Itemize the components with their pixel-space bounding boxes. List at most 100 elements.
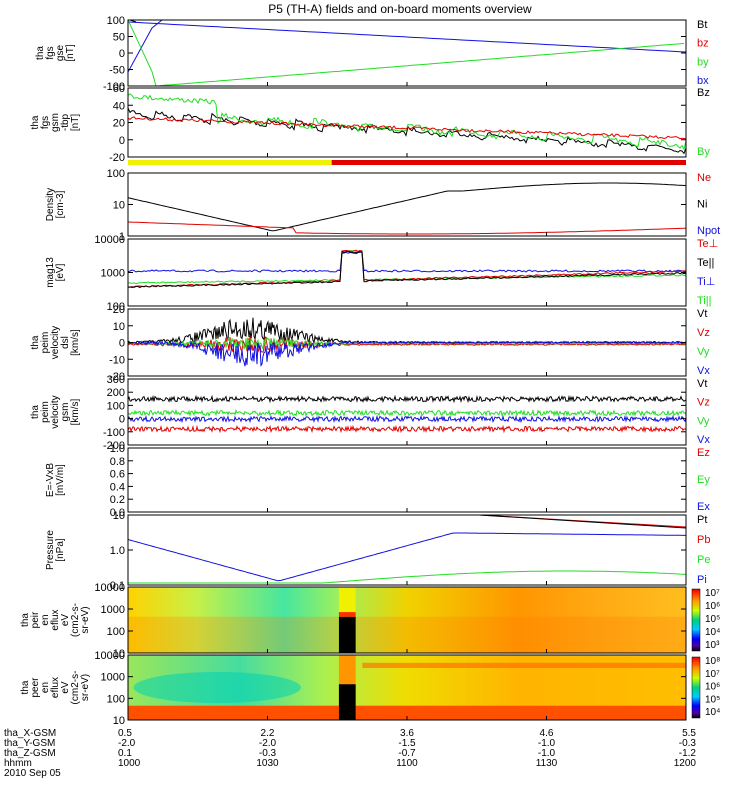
ylabel-line: [nT]	[65, 44, 76, 61]
ylabel-line: [eV]	[55, 263, 66, 281]
orbit-row-label: tha_X-GSM	[4, 728, 56, 739]
legend-Te||: Te||	[697, 257, 714, 269]
orbit-value: 2.2	[261, 728, 275, 739]
ylabel-line: tha	[30, 115, 41, 129]
panel-efield-frame	[127, 447, 687, 513]
panel-fgs_gsm-frame	[127, 87, 687, 158]
panel-temp-plot	[128, 249, 686, 289]
ylabel-line: [mV/m]	[55, 464, 66, 496]
ylabel-line: mag13	[45, 257, 56, 288]
panel-ion_spec-plot	[128, 587, 686, 653]
legend-Pe: Pe	[697, 554, 710, 566]
orbit-value: -2.0	[118, 738, 136, 749]
ytick-label: 0	[119, 414, 125, 426]
panel-vel_dsl-plot	[128, 317, 686, 367]
orbit-value: 1030	[256, 758, 279, 769]
ytick-label: 1000	[101, 672, 125, 684]
ylabel-line: tha	[35, 46, 46, 60]
legend-Vy: Vy	[697, 346, 710, 358]
orbit-value: -1.2	[679, 748, 697, 759]
ion-gap-black	[338, 616, 356, 653]
series-vz	[128, 424, 686, 434]
panel-pressure-frame	[127, 514, 687, 586]
legend-Pi: Pi	[697, 574, 707, 586]
ytick-label: 20	[113, 304, 125, 316]
ele-gap-black	[338, 684, 356, 720]
ylabel-line: [km/s]	[70, 329, 81, 356]
mode-bar-slow	[128, 160, 332, 165]
ion-low-band	[128, 616, 686, 653]
ytick-label: 0.0	[110, 507, 125, 519]
ytick-label: -200	[103, 440, 125, 452]
colorbar-label: 10⁷	[705, 588, 720, 599]
legend-Pb: Pb	[697, 534, 710, 546]
ytick-label: 100	[107, 693, 125, 705]
ylabel-line: velocity	[50, 395, 61, 428]
panel-fgs_gse-plot	[128, 20, 686, 86]
series-ni	[128, 182, 686, 232]
ytick-label: 100	[107, 168, 125, 180]
ytick-label: -100	[103, 81, 125, 93]
panel-pressure: 10 1.0 0.1 Pressure [nPa] Pt Pb Pe Pi	[45, 510, 710, 592]
ytick-label: 1	[119, 231, 125, 243]
legend-Vt: Vt	[697, 308, 707, 320]
legend-Ti⊥: Ti⊥	[697, 276, 715, 288]
colorbar-label: 10⁶	[705, 682, 720, 693]
orbit-value: 4.6	[540, 728, 554, 739]
orbit-value: -0.3	[679, 738, 697, 749]
ylabel-line: eV	[60, 681, 71, 694]
panel-fgs_gsm: 60 40 20 0 -20 tha fgs gsm -tbp [nT] Bz By	[30, 83, 710, 165]
legend-Vy: Vy	[697, 415, 710, 427]
ytick-label: 1000	[101, 268, 125, 280]
ytick-label: 100	[107, 626, 125, 638]
panel-vel_gsm-plot	[128, 394, 686, 434]
ylabel-line: sr-eV)	[80, 674, 91, 701]
series-ti-par	[128, 249, 686, 285]
ele-high-band	[362, 662, 686, 668]
orbit-value: -1.0	[538, 738, 556, 749]
ylabel-line: [nPa]	[55, 538, 66, 562]
ylabel-line: gsm	[60, 403, 71, 422]
orbit-value: 1200	[674, 758, 697, 769]
ytick-label: 10000	[94, 650, 125, 662]
ylabel-line: tha	[30, 405, 41, 419]
legend-Vt: Vt	[697, 378, 707, 390]
ylabel-line: tha	[30, 335, 41, 349]
series-bz-red	[128, 116, 686, 140]
series-bx	[128, 20, 163, 73]
ytick-label: 1000	[101, 604, 125, 616]
panel-density-plot	[128, 182, 686, 235]
ylabel-line: peim	[40, 332, 51, 354]
ytick-label: 60	[113, 83, 125, 95]
ytick-label: 0.8	[110, 456, 125, 468]
series-vx	[128, 339, 686, 367]
orbit-value: 5.5	[682, 728, 696, 739]
ylabel-line: en	[40, 614, 51, 625]
series-by	[128, 93, 686, 151]
legend-Bt: Bt	[697, 19, 707, 31]
legend-Vz: Vz	[697, 397, 710, 409]
colorbar	[691, 588, 701, 652]
orbit-value: 3.6	[400, 728, 414, 739]
orbit-value: 1130	[536, 758, 558, 769]
ytick-label: 300	[107, 374, 125, 386]
legend-bz: bz	[697, 38, 709, 50]
ytick-label: -20	[109, 152, 125, 164]
colorbar-label: 10³	[705, 640, 720, 651]
ytick-label: 10	[113, 200, 125, 212]
panel-ele_spec-plot	[128, 655, 686, 720]
legend-Bz: Bz	[697, 87, 710, 99]
series-bz	[128, 107, 686, 155]
orbit-labels: tha_X-GSM 0.5 2.2 3.6 4.6 5.5 tha_Y-GSM -2.0 -2.…	[4, 728, 696, 779]
series-vy	[128, 408, 686, 418]
orbit-row-label: tha_Y-GSM	[4, 738, 55, 749]
ytick-label: 10	[113, 321, 125, 333]
figure-title: P5 (TH-A) fields and on-board moments ov…	[268, 2, 532, 16]
ytick-label: 20	[113, 118, 125, 130]
ytick-label: 0.4	[110, 481, 125, 493]
ylabel-line: tha	[20, 680, 31, 694]
series-vz	[128, 336, 686, 354]
panel-efield: 1.00.80.60.40.20.0 E=-VxB [mV/m] Ez Ey Ex	[45, 443, 710, 519]
